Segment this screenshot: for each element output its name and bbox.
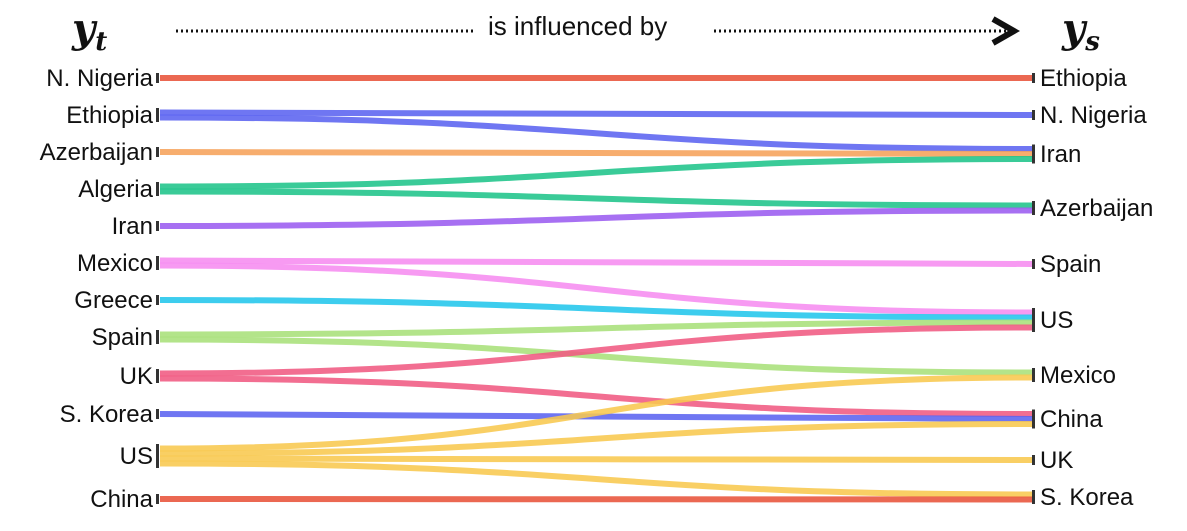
right-node-label-n-nigeria: N. Nigeria <box>1040 102 1147 129</box>
right-node-label-iran: Iran <box>1040 141 1081 168</box>
right-node-label-ethiopia: Ethiopia <box>1040 65 1127 92</box>
left-node-label-algeria: Algeria <box>78 176 153 203</box>
right-node-label-mexico: Mexico <box>1040 362 1116 389</box>
right-node-bar-n-nigeria <box>1032 110 1035 120</box>
header: yt is influenced by ys <box>71 5 1100 57</box>
flow-algeria-to-iran <box>159 156 1033 190</box>
left-node-label-s-korea: S. Korea <box>60 401 154 428</box>
left-node-bar-s-korea <box>156 409 159 419</box>
left-node-label-greece: Greece <box>74 287 153 314</box>
right-node-label-uk: UK <box>1040 447 1073 474</box>
right-node-label-china: China <box>1040 406 1103 433</box>
right-node-bar-china <box>1032 409 1035 429</box>
right-node-bar-mexico <box>1032 368 1035 382</box>
flow-mexico-to-us <box>159 262 1033 316</box>
right-node-label-s-korea: S. Korea <box>1040 484 1134 511</box>
right-node-bar-azerbaijan <box>1032 201 1035 215</box>
flow-greece-to-us <box>159 297 1033 321</box>
left-node-bar-azerbaijan <box>156 147 159 157</box>
flow-china-to-s-korea <box>159 496 1033 503</box>
left-node-bar-uk <box>156 369 159 383</box>
left-node-bar-spain <box>156 330 159 344</box>
right-node-bar-ethiopia <box>1032 73 1035 83</box>
header-caption: is influenced by <box>488 11 667 41</box>
left-node-bar-ethiopia <box>156 108 159 122</box>
flow-us-to-mexico <box>159 374 1033 452</box>
left-node-label-n-nigeria: N. Nigeria <box>46 65 153 92</box>
left-node-bar-us <box>156 444 159 468</box>
flow-links <box>159 74 1033 503</box>
left-node-bar-n-nigeria <box>156 73 159 83</box>
right-node-bar-iran <box>1032 144 1035 164</box>
right-node-label-azerbaijan: Azerbaijan <box>1040 195 1153 222</box>
left-node-label-china: China <box>90 486 153 513</box>
flow-algeria-to-azerbaijan <box>159 188 1033 209</box>
flow-ethiopia-to-iran <box>159 114 1033 152</box>
left-node-label-azerbaijan: Azerbaijan <box>40 139 153 166</box>
flow-us-to-s-korea <box>159 460 1033 498</box>
right-node-label-spain: Spain <box>1040 251 1101 278</box>
left-node-bar-greece <box>156 295 159 305</box>
right-node-bar-uk <box>1032 455 1035 465</box>
flow-us-to-china <box>159 421 1033 457</box>
left-node-label-spain: Spain <box>92 324 153 351</box>
left-node-bar-mexico <box>156 256 159 270</box>
flow-azerbaijan-to-iran <box>159 149 1033 157</box>
right-node-bar-us <box>1032 308 1035 332</box>
left-node-bar-china <box>156 494 159 504</box>
right-nodes: Ethiopia N. Nigeria Iran Azerbaijan Spain US M… <box>1032 65 1153 511</box>
left-node-label-uk: UK <box>120 363 153 390</box>
left-axis-symbol: yt <box>71 5 107 57</box>
left-node-label-us: US <box>120 443 153 470</box>
right-node-bar-s-korea <box>1032 490 1035 504</box>
flow-s-korea-to-china <box>159 411 1033 422</box>
right-axis-symbol: ys <box>1061 5 1100 57</box>
left-node-bar-algeria <box>156 182 159 196</box>
flow-spain-to-us <box>159 319 1033 338</box>
right-node-bar-spain <box>1032 259 1035 269</box>
left-node-bar-iran <box>156 221 159 231</box>
left-nodes: N. Nigeria Ethiopia Azerbaijan Algeria Iran M… <box>40 65 159 513</box>
flow-uk-to-us <box>159 324 1033 377</box>
left-node-label-mexico: Mexico <box>77 250 153 277</box>
flow-spain-to-mexico <box>159 336 1033 376</box>
flow-us-to-uk <box>159 455 1033 463</box>
right-node-label-us: US <box>1040 307 1073 334</box>
flow-ethiopia-to-n-nigeria <box>159 109 1033 118</box>
flow-iran-to-azerbaijan <box>159 207 1033 229</box>
left-node-label-iran: Iran <box>112 213 153 240</box>
left-node-label-ethiopia: Ethiopia <box>66 102 153 129</box>
flow-mexico-to-spain <box>159 257 1033 267</box>
flow-uk-to-china <box>159 375 1033 417</box>
